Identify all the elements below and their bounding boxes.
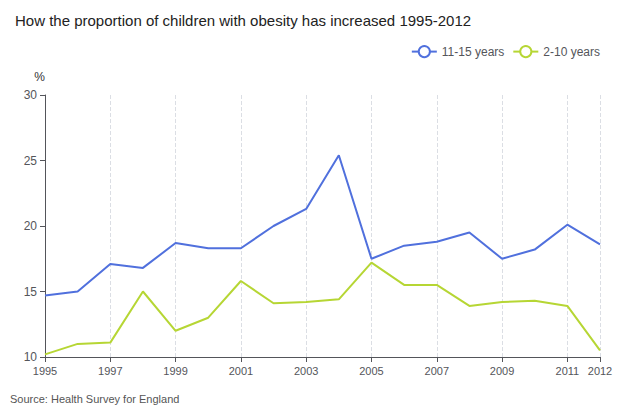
- svg-text:15: 15: [24, 285, 38, 299]
- svg-text:2011: 2011: [556, 365, 580, 377]
- svg-text:2001: 2001: [229, 365, 253, 377]
- svg-text:1995: 1995: [33, 365, 57, 377]
- svg-text:30: 30: [24, 88, 38, 102]
- svg-text:11-15 years: 11-15 years: [442, 45, 504, 59]
- svg-text:%: %: [34, 70, 45, 84]
- svg-text:10: 10: [24, 350, 38, 364]
- svg-text:2-10 years: 2-10 years: [543, 45, 600, 59]
- svg-text:2007: 2007: [425, 365, 449, 377]
- svg-text:1997: 1997: [98, 365, 122, 377]
- svg-text:2005: 2005: [359, 365, 383, 377]
- svg-text:2009: 2009: [490, 365, 514, 377]
- svg-text:Source: Health Survey for Engl: Source: Health Survey for England: [10, 393, 179, 405]
- svg-text:25: 25: [24, 154, 38, 168]
- svg-text:How the proportion of children: How the proportion of children with obes…: [15, 12, 471, 29]
- svg-text:1999: 1999: [163, 365, 187, 377]
- svg-text:2012: 2012: [588, 365, 612, 377]
- svg-text:2003: 2003: [294, 365, 318, 377]
- svg-text:20: 20: [24, 219, 38, 233]
